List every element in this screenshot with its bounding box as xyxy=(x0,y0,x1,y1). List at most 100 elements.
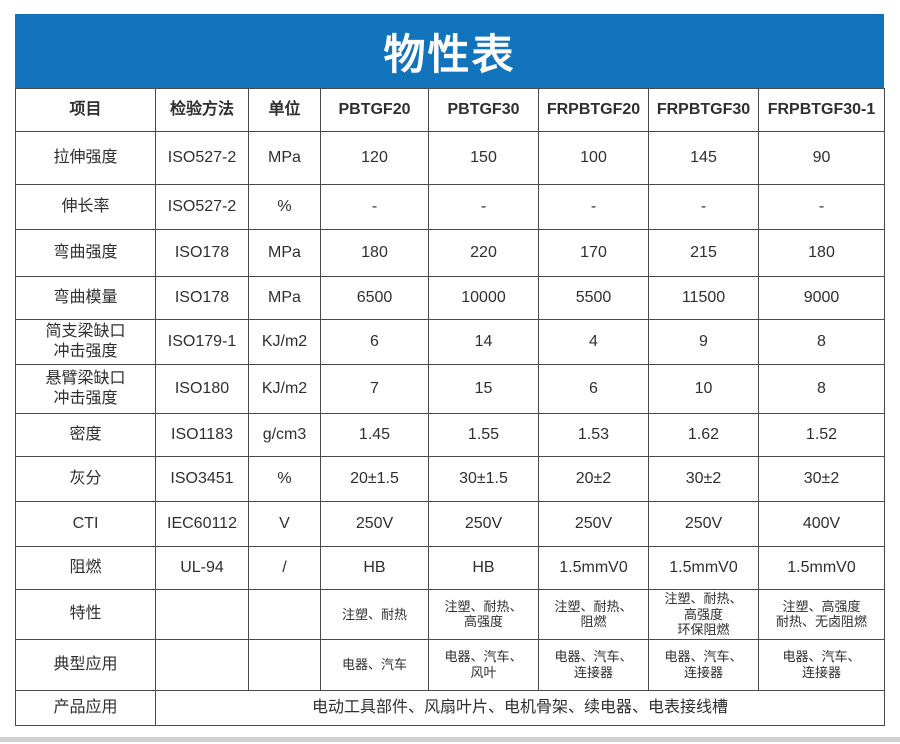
cell-item: 产品应用 xyxy=(15,689,156,726)
cell-value: 1.5mmV0 xyxy=(758,546,885,590)
cell-value: - xyxy=(758,184,885,230)
cell-value: 8 xyxy=(758,364,885,414)
column-header: 单位 xyxy=(248,88,321,132)
cell-value: 400V xyxy=(758,501,885,547)
cell-value: 250V xyxy=(538,501,649,547)
table-body: 拉伸强度 ISO527-2 MPa 120 150 100 145 90 伸长率 ISO527-2… xyxy=(15,131,885,726)
cell-value: 180 xyxy=(320,229,429,277)
table-row: 简支梁缺口 冲击强度 ISO179-1 KJ/m2 6 14 4 9 8 xyxy=(15,319,885,365)
page-title: 物性表 xyxy=(383,30,516,78)
cell-value: - xyxy=(648,184,759,230)
cell-value: 注塑、高强度 耐热、无卤阻燃 xyxy=(758,589,885,640)
cell-value: 电器、汽车 xyxy=(320,638,429,691)
cell-item: 特性 xyxy=(15,589,156,640)
cell-value: 30±2 xyxy=(758,456,885,502)
cell-value: 120 xyxy=(320,131,429,185)
cell-unit xyxy=(248,589,321,640)
bottom-divider xyxy=(0,737,900,742)
cell-value: 1.5mmV0 xyxy=(648,546,759,590)
header-row: 项目 检验方法 单位 PBTGF20 PBTGF30 FRPBTGF20 FRPBTGF30… xyxy=(15,88,885,132)
title-banner: 物性表 xyxy=(15,14,884,88)
cell-value: 9000 xyxy=(758,276,885,320)
cell-unit: % xyxy=(248,456,321,502)
cell-value: 注塑、耐热、 阻燃 xyxy=(538,589,649,640)
cell-unit: g/cm3 xyxy=(248,413,321,457)
cell-method: IEC60112 xyxy=(155,501,249,547)
cell-item: 弯曲强度 xyxy=(15,229,156,277)
cell-item: 密度 xyxy=(15,413,156,457)
column-header: PBTGF20 xyxy=(320,88,429,132)
cell-value: 250V xyxy=(648,501,759,547)
cell-value: 电器、汽车、 连接器 xyxy=(758,638,885,691)
cell-value: 8 xyxy=(758,319,885,365)
cell-method: UL-94 xyxy=(155,546,249,590)
cell-method xyxy=(155,638,249,691)
cell-item: 阻燃 xyxy=(15,546,156,590)
table-header-row: 项目 检验方法 单位 PBTGF20 PBTGF30 FRPBTGF20 FRPBTGF30… xyxy=(15,88,885,132)
cell-value: 注塑、耐热、 高强度 xyxy=(428,589,539,640)
cell-item: CTI xyxy=(15,501,156,547)
cell-value: 电器、汽车、 风叶 xyxy=(428,638,539,691)
cell-value: 14 xyxy=(428,319,539,365)
cell-value: 20±2 xyxy=(538,456,649,502)
column-header: PBTGF30 xyxy=(428,88,539,132)
cell-value: HB xyxy=(428,546,539,590)
table-row: CTI IEC60112 V 250V 250V 250V 250V 400V xyxy=(15,501,885,547)
table-row: 特性 注塑、耐热 注塑、耐热、 高强度 注塑、耐热、 阻燃 注塑、耐热、 高强度 环保阻… xyxy=(15,589,885,640)
cell-value: 170 xyxy=(538,229,649,277)
column-header: FRPBTGF20 xyxy=(538,88,649,132)
cell-unit: KJ/m2 xyxy=(248,364,321,414)
cell-value: 9 xyxy=(648,319,759,365)
column-header: 项目 xyxy=(15,88,156,132)
cell-value: 220 xyxy=(428,229,539,277)
cell-method: ISO527-2 xyxy=(155,131,249,185)
cell-value: 15 xyxy=(428,364,539,414)
cell-value: 1.52 xyxy=(758,413,885,457)
cell-value: 20±1.5 xyxy=(320,456,429,502)
cell-value: HB xyxy=(320,546,429,590)
cell-value: 100 xyxy=(538,131,649,185)
table-row: 弯曲模量 ISO178 MPa 6500 10000 5500 11500 9000 xyxy=(15,276,885,320)
cell-value: 150 xyxy=(428,131,539,185)
cell-value: 145 xyxy=(648,131,759,185)
cell-item: 拉伸强度 xyxy=(15,131,156,185)
cell-unit: / xyxy=(248,546,321,590)
cell-method: ISO179-1 xyxy=(155,319,249,365)
cell-value: 30±2 xyxy=(648,456,759,502)
cell-value: 250V xyxy=(320,501,429,547)
cell-item: 悬臂梁缺口 冲击强度 xyxy=(15,364,156,414)
cell-value: 10000 xyxy=(428,276,539,320)
column-header: 检验方法 xyxy=(155,88,249,132)
table-row: 弯曲强度 ISO178 MPa 180 220 170 215 180 xyxy=(15,229,885,277)
cell-value: 90 xyxy=(758,131,885,185)
cell-value: 6 xyxy=(320,319,429,365)
cell-value: 电器、汽车、 连接器 xyxy=(538,638,649,691)
cell-value: - xyxy=(428,184,539,230)
cell-value: 215 xyxy=(648,229,759,277)
table-row: 悬臂梁缺口 冲击强度 ISO180 KJ/m2 7 15 6 10 8 xyxy=(15,364,885,414)
cell-item: 简支梁缺口 冲击强度 xyxy=(15,319,156,365)
cell-value: - xyxy=(538,184,649,230)
cell-unit: MPa xyxy=(248,131,321,185)
cell-value: 1.45 xyxy=(320,413,429,457)
cell-item: 灰分 xyxy=(15,456,156,502)
cell-footer-value: 电动工具部件、风扇叶片、电机骨架、续电器、电表接线槽 xyxy=(155,689,885,726)
cell-value: 1.55 xyxy=(428,413,539,457)
cell-method: ISO180 xyxy=(155,364,249,414)
cell-value: 1.5mmV0 xyxy=(538,546,649,590)
column-header: FRPBTGF30-1 xyxy=(758,88,885,132)
table-row: 灰分 ISO3451% 20±1.5 30±1.5 20±2 30±2 30±2 xyxy=(15,456,885,502)
table-row: 密度 ISO1183 g/cm3 1.45 1.55 1.53 1.62 1.52 xyxy=(15,413,885,457)
cell-value: 180 xyxy=(758,229,885,277)
cell-value: 1.62 xyxy=(648,413,759,457)
cell-unit xyxy=(248,638,321,691)
cell-value: 6500 xyxy=(320,276,429,320)
cell-value: - xyxy=(320,184,429,230)
cell-value: 11500 xyxy=(648,276,759,320)
cell-unit: MPa xyxy=(248,276,321,320)
cell-unit: MPa xyxy=(248,229,321,277)
cell-value: 10 xyxy=(648,364,759,414)
cell-value: 30±1.5 xyxy=(428,456,539,502)
footer-row: 产品应用 电动工具部件、风扇叶片、电机骨架、续电器、电表接线槽 xyxy=(15,689,885,726)
